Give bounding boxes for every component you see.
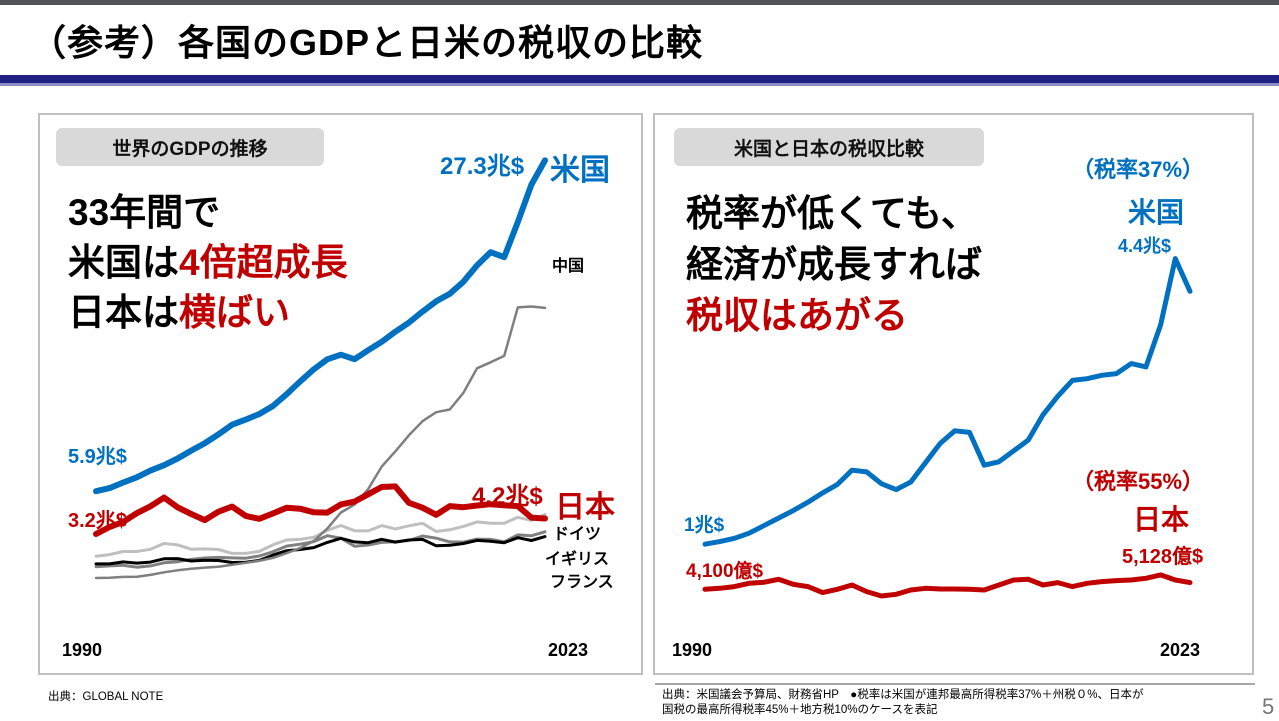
tax-panel bbox=[653, 113, 1254, 675]
headline-line: 税率が低くても、 bbox=[686, 193, 978, 234]
us-tax-name-label: 米国 bbox=[1128, 197, 1185, 228]
headline-emphasis: 税収はあがる bbox=[686, 295, 908, 336]
headline-line: 経済が成長すれば bbox=[686, 244, 982, 285]
us-tax-start-label: 1兆$ bbox=[684, 515, 725, 536]
gdp-source: 出典：GLOBAL NOTE bbox=[48, 691, 164, 703]
japan-tax-rate-label: （税率55%） bbox=[1072, 469, 1205, 494]
tax-chart-lines bbox=[702, 256, 1193, 599]
headline-text: 日本は bbox=[68, 292, 179, 333]
page-number: 5 bbox=[1262, 694, 1275, 719]
japan-tax-start-label: 4,100億$ bbox=[686, 561, 764, 582]
tax-source-line1: 出典：米国議会予算局、財務省HP ●税率は米国が連邦最高所得税率37%＋州税０%… bbox=[662, 689, 1144, 701]
japan-tax-line bbox=[702, 572, 1193, 599]
france-gdp-line bbox=[94, 535, 547, 566]
tax-x-start: 1990 bbox=[672, 640, 713, 660]
headline-emphasis: 横ばい bbox=[179, 292, 290, 333]
tax-headline: 税率が低くても、 経済が成長すれば 税収はあがる bbox=[686, 188, 982, 341]
japan-gdp-end-label: 4.2兆$ bbox=[472, 483, 543, 510]
france-label: フランス bbox=[550, 574, 614, 591]
germany-label: ドイツ bbox=[553, 526, 602, 543]
gdp-x-end: 2023 bbox=[548, 640, 589, 660]
gdp-headline: 33年間で 米国は4倍超成長 日本は横ばい bbox=[68, 188, 348, 338]
tax-x-end: 2023 bbox=[1160, 640, 1201, 660]
us-gdp-end-label: 27.3兆$ bbox=[440, 153, 525, 180]
gdp-panel-tag: 世界のGDPの推移 bbox=[56, 128, 324, 166]
us-gdp-line bbox=[93, 157, 548, 495]
headline-text: 米国は bbox=[68, 242, 179, 283]
uk-gdp-line bbox=[94, 530, 547, 569]
us-gdp-start-label: 5.9兆$ bbox=[68, 446, 127, 468]
japan-tax-name-label: 日本 bbox=[1133, 504, 1190, 535]
japan-gdp-name-label: 日本 bbox=[555, 491, 615, 524]
us-gdp-name-label: 米国 bbox=[550, 154, 610, 187]
us-tax-end-label: 4.4兆$ bbox=[1118, 236, 1172, 256]
uk-label: イギリス bbox=[545, 551, 610, 568]
headline-line: 米国は4倍超成長 bbox=[68, 238, 348, 288]
china-gdp-line bbox=[94, 305, 547, 580]
headline-line: 日本は横ばい bbox=[68, 288, 348, 338]
tax-source-line2: 国税の最高所得税率45%＋地方税10%のケースを表記 bbox=[662, 704, 938, 716]
japan-gdp-line bbox=[93, 483, 548, 537]
japan-gdp-start-label: 3.2兆$ bbox=[68, 510, 127, 532]
headline-line: 33年間で bbox=[68, 192, 221, 233]
source-divider bbox=[655, 683, 1255, 685]
gdp-panel bbox=[38, 113, 643, 675]
gdp-x-start: 1990 bbox=[62, 640, 103, 660]
slide-title: （参考）各国のGDPと日米の税収の比較 bbox=[30, 22, 704, 63]
top-bar bbox=[0, 0, 1279, 5]
header-rule bbox=[0, 75, 1279, 83]
us-tax-rate-label: （税率37%） bbox=[1072, 157, 1205, 182]
headline-emphasis: 4倍超成長 bbox=[179, 242, 348, 283]
china-label: 中国 bbox=[552, 258, 585, 275]
us-tax-line bbox=[702, 256, 1193, 547]
header-rule-light bbox=[0, 83, 1279, 86]
tax-panel-tag: 米国と日本の税収比較 bbox=[674, 128, 984, 166]
japan-tax-end-label: 5,128億$ bbox=[1122, 546, 1204, 568]
gdp-chart-lines bbox=[93, 157, 548, 580]
